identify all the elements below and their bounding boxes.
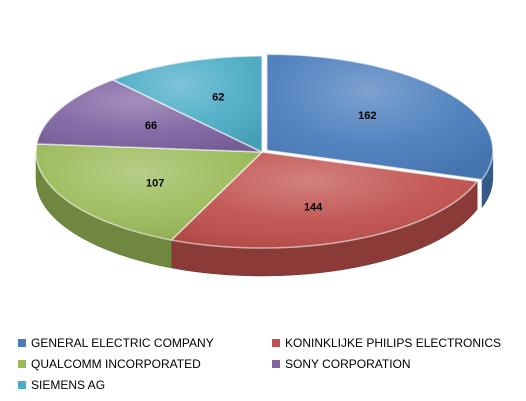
legend-item-philips: KONINKLIJKE PHILIPS ELECTRONICS bbox=[272, 336, 501, 350]
pie-tops bbox=[35, 53, 494, 249]
pie-chart: 162 144 107 66 62 bbox=[35, 53, 494, 277]
data-label: 66 bbox=[145, 120, 157, 132]
legend-item-qualcomm: QUALCOMM INCORPORATED bbox=[18, 357, 201, 371]
pie-slice-gloss bbox=[112, 56, 263, 152]
legend-label: GENERAL ELECTRIC COMPANY bbox=[31, 336, 214, 350]
legend-label: SONY CORPORATION bbox=[285, 357, 411, 371]
data-label: 107 bbox=[146, 177, 164, 189]
legend-swatch bbox=[272, 339, 280, 347]
legend-label: KONINKLIJKE PHILIPS ELECTRONICS bbox=[285, 336, 502, 350]
legend-label: SIEMENS AG bbox=[31, 378, 106, 392]
legend-item-siemens: SIEMENS AG bbox=[18, 378, 105, 392]
data-label: 62 bbox=[212, 91, 224, 103]
data-label: 162 bbox=[358, 110, 376, 122]
pie-data-labels: 162 144 107 66 62 bbox=[145, 91, 377, 213]
legend-swatch bbox=[18, 381, 26, 389]
data-label: 144 bbox=[304, 201, 323, 213]
legend-item-general-electric: GENERAL ELECTRIC COMPANY bbox=[18, 336, 214, 350]
pie-slice-gloss bbox=[36, 79, 262, 152]
legend-swatch bbox=[18, 339, 26, 347]
legend-swatch bbox=[18, 360, 26, 368]
legend-item-sony: SONY CORPORATION bbox=[272, 357, 411, 371]
legend-label: QUALCOMM INCORPORATED bbox=[31, 357, 201, 371]
pie-slice-gloss bbox=[171, 152, 478, 248]
legend-swatch bbox=[272, 360, 280, 368]
pie-slice-gloss bbox=[35, 143, 262, 240]
pie-slice-gloss bbox=[266, 54, 493, 180]
